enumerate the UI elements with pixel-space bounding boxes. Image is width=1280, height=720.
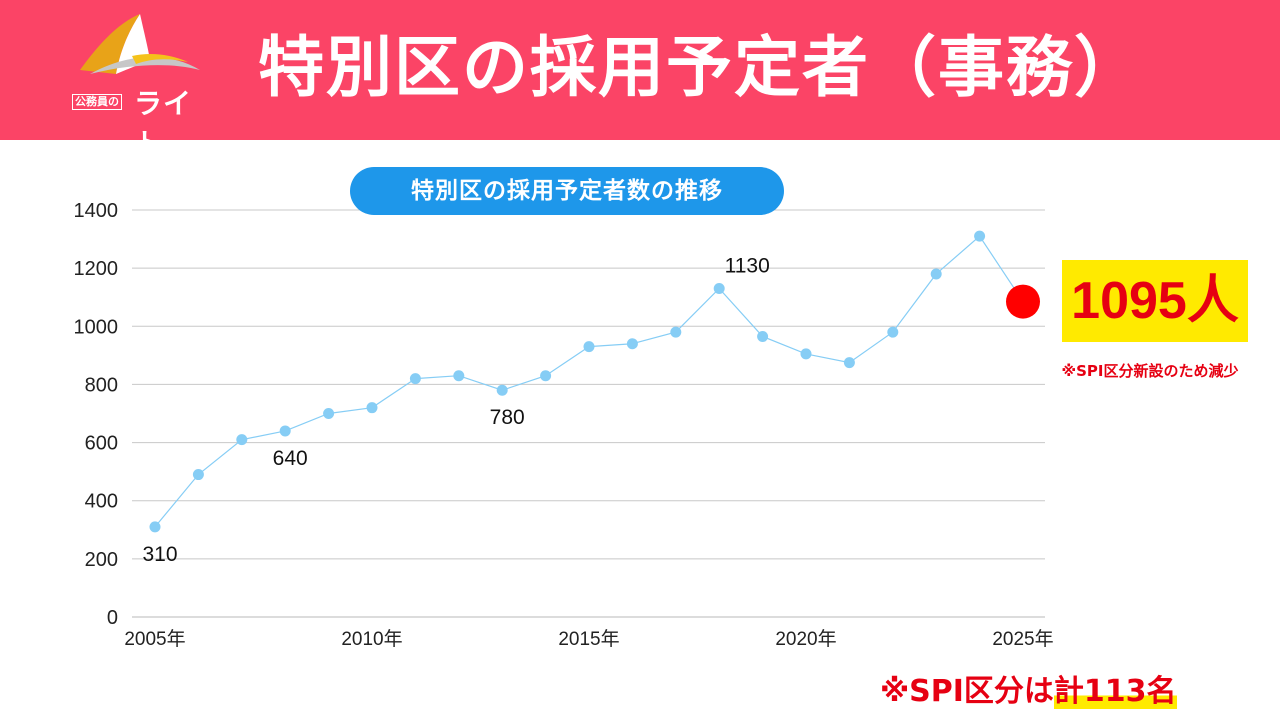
x-tick-label-2025: 2025年 xyxy=(992,628,1053,650)
data-point-2005 xyxy=(149,521,161,533)
page-title: 特別区の採用予定者（事務） xyxy=(258,29,1142,106)
y-tick-label-200: 200 xyxy=(85,549,118,571)
data-point-2009 xyxy=(323,408,335,419)
series-layer xyxy=(149,230,1040,533)
data-point-2006 xyxy=(192,469,204,481)
data-point-2010 xyxy=(366,402,378,414)
logo-main-text: ライト xyxy=(134,87,193,160)
data-point-2019 xyxy=(757,330,769,342)
data-point-2012 xyxy=(453,370,465,382)
footer-note: ※SPI区分は計113名 xyxy=(880,672,1270,712)
grid-layer xyxy=(132,209,1045,618)
data-point-2014 xyxy=(540,370,552,382)
data-point-2017 xyxy=(670,326,682,338)
data-label-layer: 310 640 780 1130 xyxy=(142,254,769,565)
data-point-2024 xyxy=(974,230,986,242)
data-point-2023 xyxy=(930,268,942,280)
data-label-2005: 310 xyxy=(142,543,177,566)
data-label-2018: 1130 xyxy=(725,254,770,277)
footer-note-prefix: ※SPI区分は xyxy=(880,674,1054,709)
data-point-2018 xyxy=(713,282,725,294)
data-point-2013 xyxy=(496,384,508,396)
data-point-2015 xyxy=(583,341,595,353)
data-point-2021 xyxy=(843,357,855,369)
logo-sub-text: 公務員の xyxy=(72,94,122,110)
data-label-2008: 640 xyxy=(273,447,308,470)
x-tick-label-2015: 2015年 xyxy=(558,628,619,650)
x-tick-label-2020: 2020年 xyxy=(775,628,836,650)
y-tick-label-400: 400 xyxy=(85,491,118,513)
chart-title: 特別区の採用予定者数の推移 xyxy=(350,167,784,215)
data-point-2016 xyxy=(626,338,638,350)
logo-mark-icon xyxy=(80,14,200,74)
y-tick-label-1400: 1400 xyxy=(74,200,119,222)
axis-layer: 0 200 400 600 800 1000 1200 1400 2005年 2010年 2015年… xyxy=(74,200,1054,650)
y-tick-label-1000: 1000 xyxy=(74,316,119,338)
series-line xyxy=(154,235,1024,528)
y-tick-label-800: 800 xyxy=(85,374,118,396)
data-point-2020 xyxy=(800,348,812,360)
data-point-2008 xyxy=(279,425,291,437)
callout-note: ※SPI区分新設のため減少 xyxy=(1061,362,1239,380)
data-label-2013: 780 xyxy=(490,406,525,429)
x-tick-label-2010: 2010年 xyxy=(341,628,402,650)
logo: 公務員の ライト xyxy=(70,12,220,160)
callout-value: 1095人 xyxy=(1062,260,1248,342)
footer-note-highlight: 計113名 xyxy=(1053,674,1177,709)
data-point-2011 xyxy=(409,373,421,385)
x-tick-label-2005: 2005年 xyxy=(124,628,185,650)
y-tick-label-600: 600 xyxy=(85,433,118,455)
highlight-point-2025 xyxy=(1006,284,1040,319)
line-chart: 0 200 400 600 800 1000 1200 1400 2005年 2010年 2015年… xyxy=(74,200,1054,650)
header-banner: 公務員の ライト 特別区の採用予定者（事務） xyxy=(0,0,1280,160)
data-point-2007 xyxy=(236,434,248,446)
data-point-2022 xyxy=(887,326,899,338)
y-tick-label-0: 0 xyxy=(107,607,118,629)
y-tick-label-1200: 1200 xyxy=(74,258,119,280)
